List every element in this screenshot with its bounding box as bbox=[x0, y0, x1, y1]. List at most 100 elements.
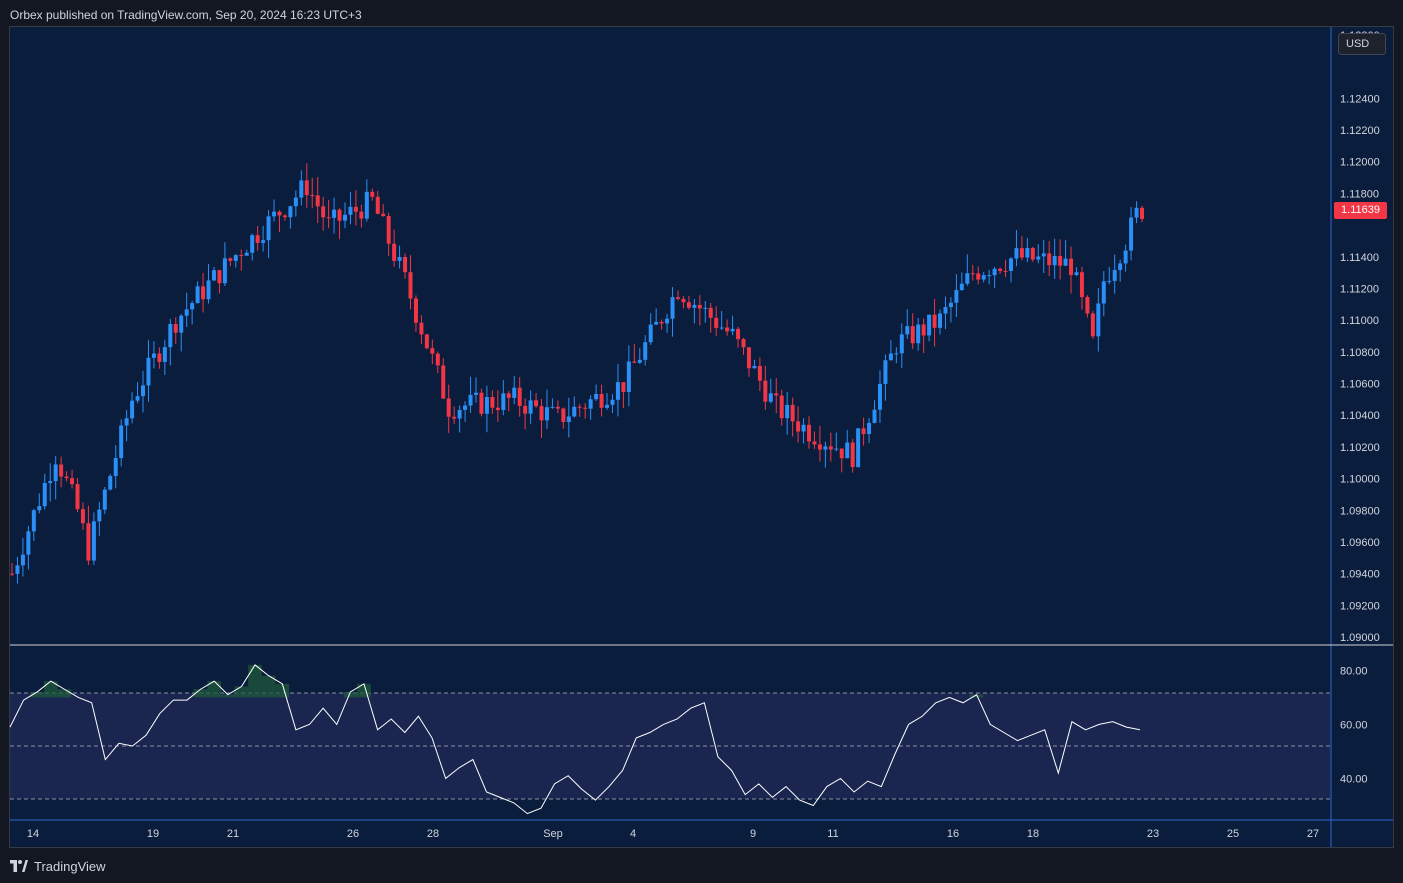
candle-body bbox=[239, 255, 244, 257]
time-tick-label: 28 bbox=[427, 828, 439, 840]
price-tick-label: 1.12000 bbox=[1340, 157, 1380, 169]
candle-body bbox=[746, 347, 751, 369]
candle-body bbox=[954, 290, 959, 303]
candle-body bbox=[970, 273, 975, 275]
candle-body bbox=[162, 347, 167, 362]
price-tick-label: 1.10600 bbox=[1340, 379, 1380, 391]
candle-body bbox=[790, 404, 795, 422]
candle-body bbox=[817, 444, 822, 450]
candle-body bbox=[752, 365, 757, 369]
candle-body bbox=[725, 327, 730, 332]
time-tick-label: 14 bbox=[27, 828, 39, 840]
candle-body bbox=[435, 353, 440, 366]
candle-body bbox=[130, 400, 135, 419]
candle-body bbox=[785, 404, 790, 419]
rsi-axis-labels: 80.00 60.00 40.00 bbox=[1340, 665, 1368, 785]
candle-body bbox=[97, 509, 102, 522]
candle-body bbox=[512, 387, 517, 398]
candle-body bbox=[550, 406, 555, 408]
candle-body bbox=[495, 407, 500, 411]
candle-body bbox=[1025, 247, 1030, 258]
candle-body bbox=[959, 283, 964, 291]
candle-body bbox=[42, 483, 47, 507]
time-tick-label: 19 bbox=[147, 828, 159, 840]
candle-body bbox=[801, 424, 806, 432]
time-tick-label: 9 bbox=[750, 828, 756, 840]
last-price-tag: 1.11639 bbox=[1334, 202, 1387, 219]
candle-body bbox=[392, 243, 397, 261]
candle-body bbox=[1112, 270, 1117, 281]
published-header: Orbex published on TradingView.com, Sep … bbox=[10, 8, 362, 22]
candle-body bbox=[408, 272, 413, 299]
candle-body bbox=[905, 326, 910, 335]
candle-body bbox=[1052, 255, 1057, 266]
candle-body bbox=[484, 397, 489, 414]
candle-body bbox=[877, 383, 882, 410]
candle-body bbox=[670, 297, 675, 319]
price-tick-label: 1.12200 bbox=[1340, 125, 1380, 137]
price-tick-label: 1.10800 bbox=[1340, 347, 1380, 359]
candle-body bbox=[190, 303, 195, 310]
price-panel-bg bbox=[10, 27, 1330, 645]
price-axis-labels: 1.128001.124001.122001.120001.118001.114… bbox=[1340, 30, 1380, 644]
rsi-tick-label: 40.00 bbox=[1340, 773, 1368, 785]
candle-body bbox=[626, 361, 631, 392]
candle-body bbox=[195, 286, 200, 304]
candle-body bbox=[1074, 272, 1079, 275]
candle-body bbox=[250, 235, 255, 253]
price-tick-label: 1.12400 bbox=[1340, 93, 1380, 105]
chart-panel[interactable] bbox=[9, 26, 1394, 848]
candle-body bbox=[1085, 297, 1090, 314]
candle-body bbox=[566, 416, 571, 422]
candle-body bbox=[37, 506, 42, 511]
candle-body bbox=[375, 196, 380, 214]
candle-body bbox=[1140, 207, 1144, 219]
candle-body bbox=[26, 531, 31, 555]
candle-body bbox=[1096, 303, 1101, 337]
candle-body bbox=[299, 180, 304, 198]
candle-body bbox=[888, 353, 893, 361]
candle-body bbox=[108, 475, 113, 490]
price-tick-label: 1.10000 bbox=[1340, 474, 1380, 486]
candle-body bbox=[342, 214, 347, 221]
candle-body bbox=[736, 328, 741, 340]
candle-body bbox=[315, 195, 320, 207]
candle-body bbox=[457, 409, 462, 419]
candle-body bbox=[474, 392, 479, 395]
rsi-series bbox=[9, 664, 1141, 815]
candle-body bbox=[517, 387, 522, 406]
candle-body bbox=[692, 304, 697, 308]
candle-body bbox=[288, 206, 293, 218]
tradingview-footer[interactable]: TradingView bbox=[10, 857, 106, 875]
candle-body bbox=[1090, 313, 1095, 337]
candle-body bbox=[1008, 258, 1013, 272]
candle-body bbox=[916, 324, 921, 344]
candle-body bbox=[675, 297, 680, 299]
candle-body bbox=[353, 206, 358, 212]
candle-body bbox=[632, 361, 637, 363]
candle-body bbox=[654, 321, 659, 325]
candle-body bbox=[113, 458, 118, 476]
candle-body bbox=[1129, 217, 1134, 251]
time-tick-label: 25 bbox=[1227, 828, 1239, 840]
candle-body bbox=[321, 206, 326, 218]
candle-body bbox=[261, 240, 266, 243]
time-axis-bg bbox=[10, 820, 1330, 847]
candle-body bbox=[446, 398, 451, 417]
candle-body bbox=[998, 268, 1003, 271]
candle-body bbox=[719, 327, 724, 329]
candle-body bbox=[53, 464, 58, 482]
candle-body bbox=[894, 353, 899, 355]
tradingview-logo-icon bbox=[10, 860, 28, 872]
currency-selector[interactable]: USD bbox=[1338, 33, 1386, 55]
candle-body bbox=[910, 326, 915, 344]
time-tick-label: Sep bbox=[543, 828, 563, 840]
candle-body bbox=[10, 573, 14, 575]
candle-body bbox=[124, 418, 129, 426]
rsi-tick-label: 80.00 bbox=[1340, 665, 1368, 677]
candle-body bbox=[1003, 270, 1008, 272]
candle-body bbox=[899, 334, 904, 354]
time-tick-label: 4 bbox=[630, 828, 636, 840]
candle-body bbox=[80, 509, 85, 524]
